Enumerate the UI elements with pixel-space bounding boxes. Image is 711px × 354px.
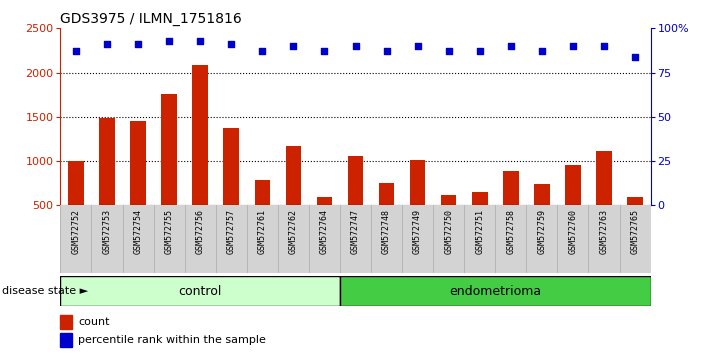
Point [381, 48, 392, 54]
Text: GSM572762: GSM572762 [289, 209, 298, 254]
Text: GSM572764: GSM572764 [320, 209, 329, 254]
Bar [441, 195, 456, 205]
Text: GSM572749: GSM572749 [413, 209, 422, 254]
Point [132, 41, 144, 47]
Text: GSM572760: GSM572760 [568, 209, 577, 254]
FancyBboxPatch shape [60, 276, 340, 306]
Point [164, 38, 175, 44]
Bar [60, 315, 73, 329]
Point [598, 43, 609, 49]
Bar [534, 184, 550, 205]
Text: endometrioma: endometrioma [449, 285, 541, 298]
Text: GSM572755: GSM572755 [165, 209, 173, 254]
Text: GSM572748: GSM572748 [382, 209, 391, 254]
Bar [130, 121, 146, 205]
FancyBboxPatch shape [340, 276, 651, 306]
Bar [316, 198, 332, 205]
Point [288, 43, 299, 49]
Bar [348, 156, 363, 205]
Point [536, 48, 547, 54]
Text: count: count [78, 317, 109, 327]
Point [474, 48, 486, 54]
Text: GSM572751: GSM572751 [475, 209, 484, 254]
Point [319, 48, 330, 54]
Bar [410, 160, 425, 205]
Bar [627, 198, 643, 205]
Point [225, 41, 237, 47]
Bar [597, 152, 611, 205]
Text: GSM572752: GSM572752 [72, 209, 80, 254]
Text: GSM572754: GSM572754 [134, 209, 143, 254]
Point [567, 43, 579, 49]
Bar [223, 129, 239, 205]
Text: GDS3975 / ILMN_1751816: GDS3975 / ILMN_1751816 [60, 12, 242, 26]
Point [412, 43, 423, 49]
Point [102, 41, 113, 47]
Text: GSM572750: GSM572750 [444, 209, 453, 254]
Point [443, 48, 454, 54]
Text: GSM572759: GSM572759 [538, 209, 546, 254]
Bar [68, 161, 84, 205]
Bar [193, 65, 208, 205]
Text: GSM572753: GSM572753 [102, 209, 112, 254]
Bar [286, 147, 301, 205]
Bar [503, 171, 518, 205]
Text: GSM572757: GSM572757 [227, 209, 236, 254]
Bar [255, 180, 270, 205]
Bar [60, 333, 73, 347]
Text: GSM572765: GSM572765 [631, 209, 639, 254]
Text: GSM572747: GSM572747 [351, 209, 360, 254]
Bar [161, 94, 177, 205]
Point [195, 38, 206, 44]
Bar [100, 118, 114, 205]
Point [350, 43, 361, 49]
Text: GSM572758: GSM572758 [506, 209, 515, 254]
Text: percentile rank within the sample: percentile rank within the sample [78, 335, 266, 344]
Text: GSM572761: GSM572761 [258, 209, 267, 254]
Point [70, 48, 82, 54]
Point [629, 54, 641, 59]
Point [257, 48, 268, 54]
Text: disease state ►: disease state ► [2, 286, 88, 296]
Point [505, 43, 516, 49]
Text: GSM572763: GSM572763 [599, 209, 609, 254]
Text: control: control [178, 285, 222, 298]
Bar [472, 192, 488, 205]
Bar [379, 183, 395, 205]
Bar [565, 166, 581, 205]
Text: GSM572756: GSM572756 [196, 209, 205, 254]
